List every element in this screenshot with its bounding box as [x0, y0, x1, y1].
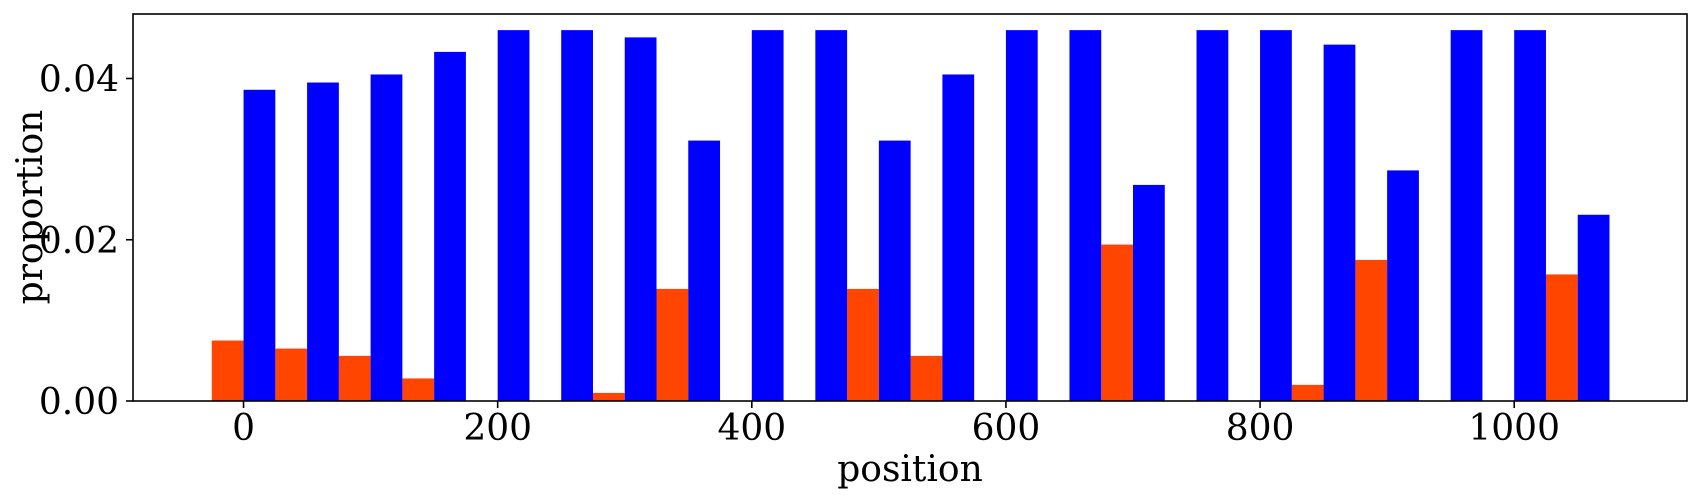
y-axis-label: proportion [10, 110, 51, 305]
blue-bar-0 [243, 89, 276, 401]
blue-bar-550 [942, 74, 975, 401]
x-axis: 0 200 400 600 800 1000 [232, 401, 1560, 449]
plot-frame [132, 13, 1688, 402]
blue-bar-250 [561, 30, 593, 401]
x-tick-label: 800 [1226, 408, 1295, 449]
blue-bar-1000 [1514, 30, 1546, 401]
orange-bar-150 [402, 378, 435, 401]
orange-bar-50 [275, 348, 308, 401]
blue-bar-700 [1133, 184, 1165, 401]
orange-bar-700 [1101, 244, 1133, 401]
blue-bar-850 [1323, 44, 1356, 401]
x-axis-label: position [837, 449, 983, 490]
blue-bar-1050 [1577, 214, 1610, 401]
y-tick-label: 0.02 [39, 221, 119, 262]
blue-bar-450 [815, 30, 848, 401]
orange-bar-550 [910, 355, 943, 401]
blue-bar-400 [751, 30, 784, 401]
blue-bar-300 [624, 37, 657, 401]
orange-bar-0 [211, 340, 244, 401]
y-axis: 0.00 0.02 0.04 [39, 60, 133, 423]
blue-bar-200 [497, 30, 530, 401]
orange-bar-900 [1355, 259, 1388, 401]
x-tick-label: 0 [232, 408, 255, 449]
orange-bar-500 [847, 288, 879, 401]
blue-bar-950 [1450, 30, 1483, 401]
blue-bar-600 [1005, 30, 1038, 401]
x-tick-label: 1000 [1468, 408, 1560, 449]
bars-layer [211, 30, 1610, 402]
orange-bar-1050 [1545, 274, 1578, 401]
orange-bar-850 [1291, 384, 1324, 402]
x-tick-label: 600 [972, 408, 1041, 449]
blue-bar-800 [1260, 30, 1292, 401]
x-tick-label: 200 [463, 408, 532, 449]
x-tick-label: 400 [717, 408, 786, 449]
orange-bar-300 [592, 392, 625, 401]
blue-bar-350 [688, 140, 721, 401]
orange-bar-350 [656, 288, 689, 401]
blue-bar-100 [370, 74, 403, 401]
blue-bar-900 [1387, 170, 1419, 401]
blue-bar-650 [1069, 30, 1102, 401]
blue-bar-750 [1196, 30, 1229, 401]
blue-bar-50 [307, 82, 339, 401]
y-tick-label: 0.04 [39, 60, 119, 101]
y-tick-label: 0.00 [39, 382, 119, 423]
blue-bar-500 [878, 140, 911, 401]
orange-bar-100 [338, 355, 371, 401]
blue-bar-150 [434, 51, 466, 401]
